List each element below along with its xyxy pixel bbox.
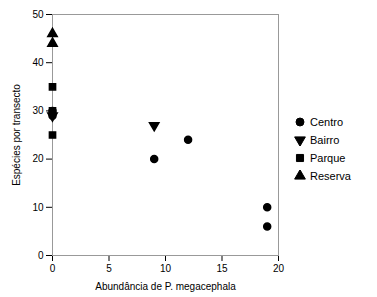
svg-text:20: 20 bbox=[273, 263, 285, 274]
svg-text:Abundância de P. megacephala: Abundância de P. megacephala bbox=[95, 281, 236, 292]
svg-text:10: 10 bbox=[160, 263, 172, 274]
svg-text:5: 5 bbox=[106, 263, 112, 274]
svg-text:15: 15 bbox=[216, 263, 228, 274]
html-text:Centro: Centro bbox=[310, 115, 343, 128]
svg-text:10: 10 bbox=[32, 202, 44, 213]
html-text:Reserva: Reserva bbox=[310, 169, 351, 182]
svg-text:0: 0 bbox=[38, 250, 44, 261]
svg-text:Espécies por transecto: Espécies por transecto bbox=[11, 84, 22, 186]
html-text:Bairro: Bairro bbox=[310, 133, 340, 146]
svg-text:20: 20 bbox=[32, 153, 44, 164]
svg-text:30: 30 bbox=[32, 105, 44, 116]
svg-text:0: 0 bbox=[50, 263, 56, 274]
html-text:Parque: Parque bbox=[310, 151, 346, 164]
svg-text:50: 50 bbox=[32, 9, 44, 20]
svg-text:40: 40 bbox=[32, 57, 44, 68]
